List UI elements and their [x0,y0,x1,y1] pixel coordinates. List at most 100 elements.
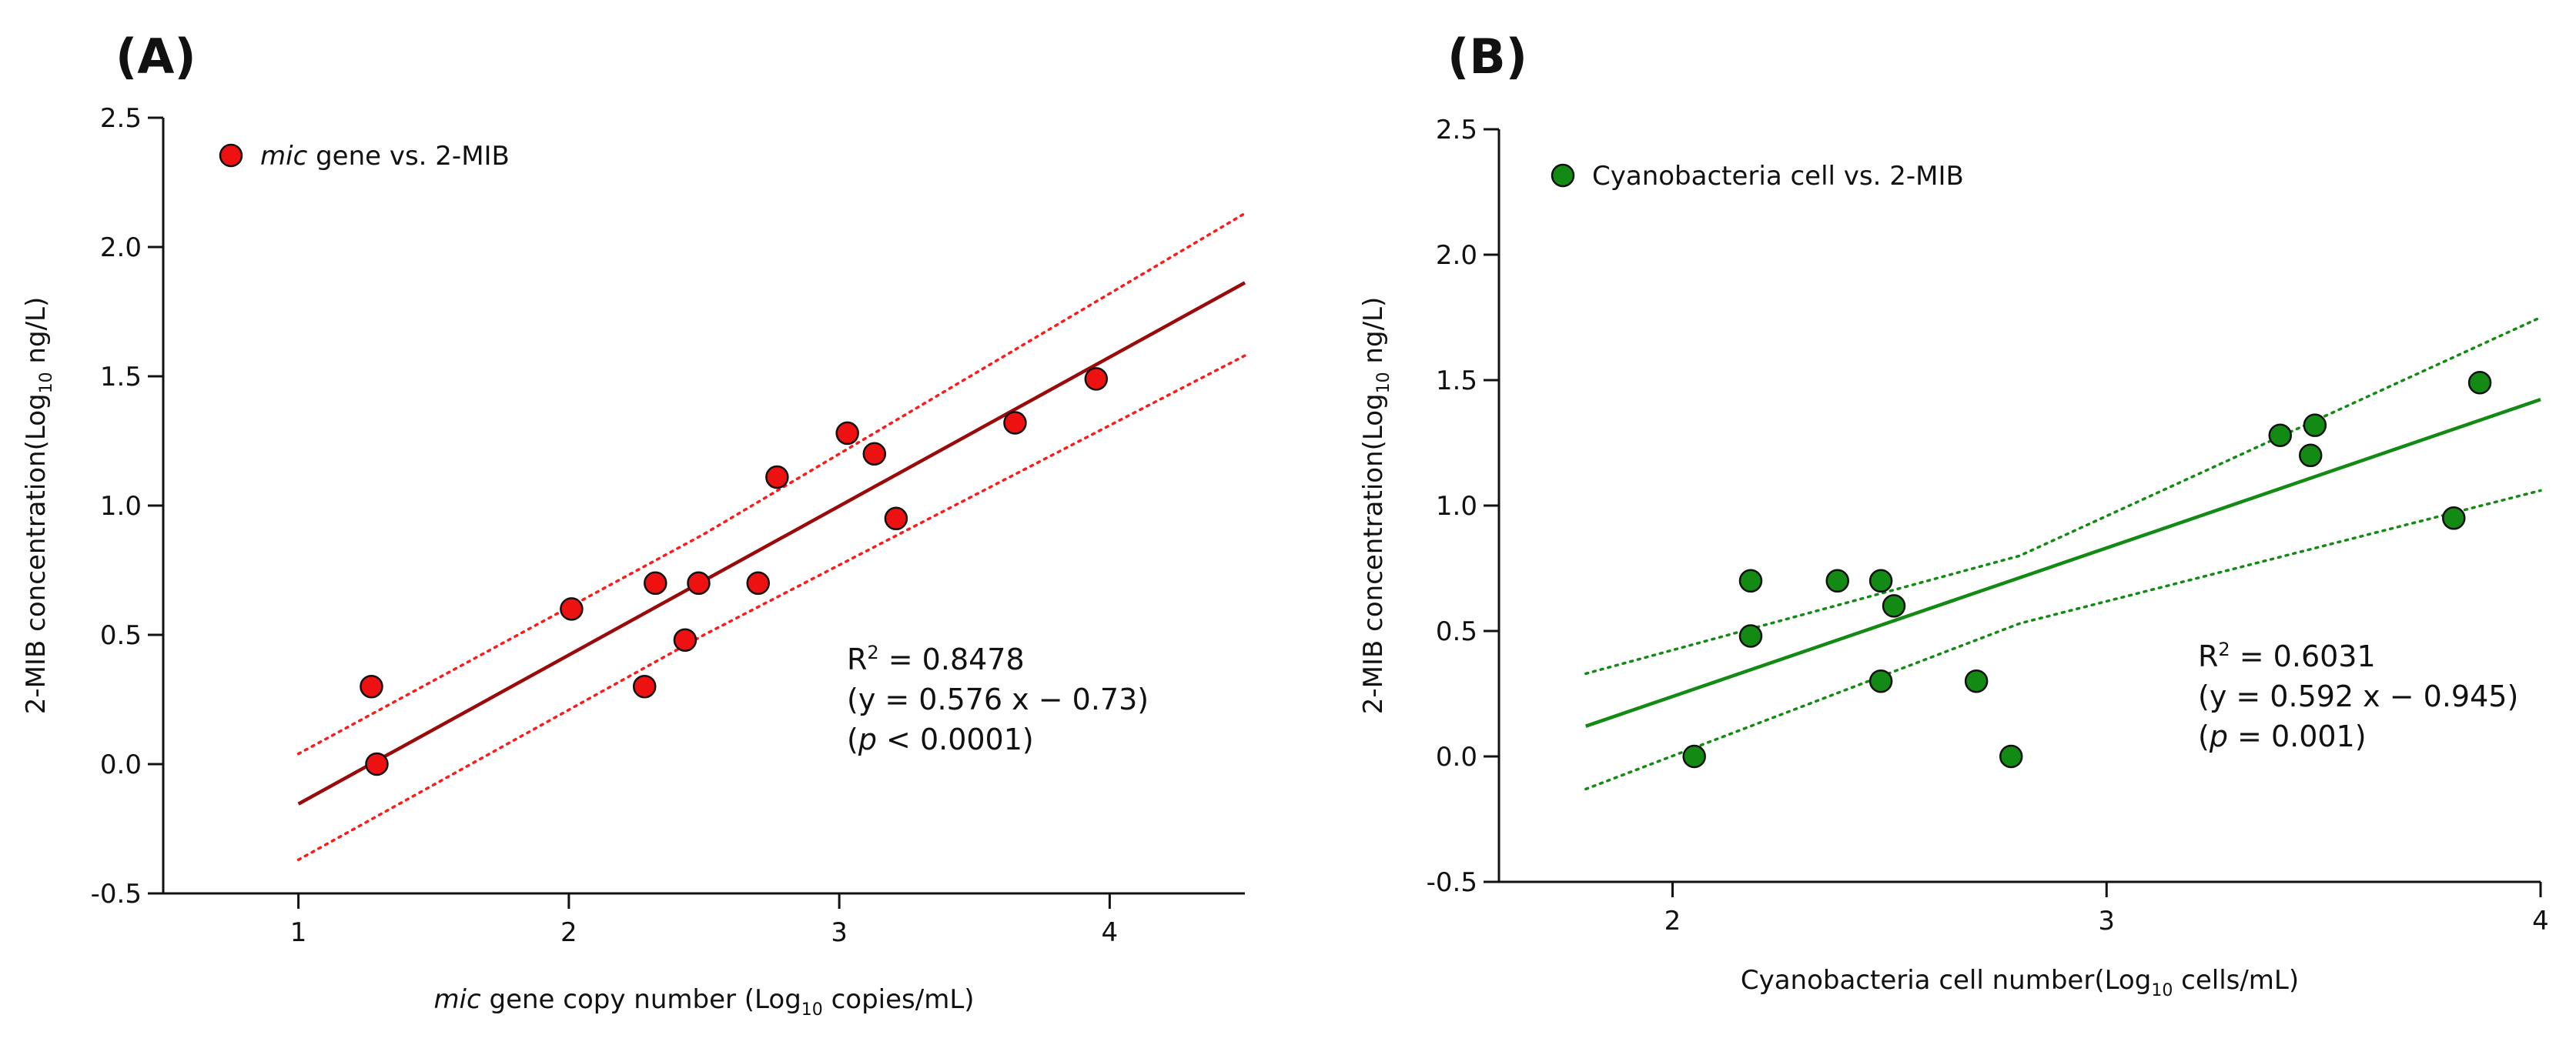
data-point [2442,506,2466,530]
panel-a: (A) -0.5 0.0 0.5 1.0 1.5 2.0 2.5 1 2 3 4 mic gene vs… [21,28,1246,1020]
legend-text: Cyanobacteria cell vs. 2-MIB [1592,161,1964,192]
x-axis-label-text: Cyanobacteria cell number(Log [1741,965,2151,996]
x-axis-label-italic: mic [433,984,481,1015]
y-tick-label: 0.5 [1436,616,1477,647]
data-point [560,597,584,621]
panel-b: (B) -0.5 0.0 0.5 1.0 1.5 2.0 2.5 2 3 4 Cyanobacteri… [1358,28,2549,1000]
data-point [2298,443,2323,468]
x-tick-label: 2 [560,917,577,948]
x-tick-label: 1 [290,917,307,948]
data-point [2303,413,2327,437]
r-squared-label: R [847,643,867,676]
regression-line [1585,397,2541,728]
p-value-open: ( [847,723,858,756]
r-squared-value: = 0.8478 [879,643,1025,676]
confidence-band-upper [1584,316,2542,676]
data-point [1882,594,1906,618]
legend-label: Cyanobacteria cell vs. 2-MIB [1592,161,1964,192]
equation-text: (y = 0.592 x − 0.945) [2198,679,2518,713]
x-axis-label-after: copies/mL) [823,984,975,1015]
y-tick-label: 1.5 [100,362,142,392]
r-squared-sup: 2 [867,642,878,663]
data-point [365,752,389,776]
data-point [1868,569,1893,593]
data-point [1999,744,2023,769]
y-axis-label-sub: 10 [37,372,56,393]
data-point [835,421,859,446]
p-value-symbol: p [858,723,877,756]
r-squared-sup: 2 [2218,639,2230,660]
y-tick-label: 1.5 [1436,366,1477,396]
x-axis-label-sub: 10 [2151,981,2173,1000]
p-value-rest: < 0.0001) [877,723,1034,756]
x-tick-label: 3 [2098,906,2115,936]
data-point [644,571,667,596]
data-point [632,674,657,699]
y-tick-label: 1.0 [1436,491,1477,522]
y-tick-label: 0.5 [100,620,142,651]
legend-text: gene vs. 2-MIB [307,141,510,172]
data-point [1868,669,1893,693]
y-axis-label-text: 2-MIB concentration(Log [1358,393,1389,714]
data-point [1738,569,1763,593]
data-point [687,571,711,596]
x-axis-label: Cyanobacteria cell number(Log10 cells/mL… [1741,965,2299,1000]
confidence-band-lower [296,354,1246,862]
y-tick-label: 2.0 [100,232,142,263]
y-axis-label-sub: 10 [1374,372,1393,393]
data-point [765,465,789,489]
x-axis-label-sub: 10 [801,1000,823,1020]
y-axis-label-after: ng/L) [1358,297,1389,372]
data-point [1084,367,1109,391]
y-axis-label-after: ng/L) [21,297,52,372]
confidence-band-lower [1584,489,2542,791]
r-squared-value: = 0.6031 [2230,639,2376,673]
panel-a-label: (A) [115,28,196,85]
x-axis-label: mic gene copy number (Log10 copies/mL) [433,984,974,1020]
y-tick-label: 1.0 [100,491,142,522]
legend-italic: mic [260,141,308,172]
r-squared-text: R2 = 0.6031 [2198,639,2376,673]
x-axis-label-text: gene copy number (Log [481,984,801,1015]
r-squared-text: R2 = 0.8478 [847,642,1025,676]
data-point [746,571,770,596]
x-tick-label: 2 [1664,906,1681,936]
confidence-band-upper [296,212,1246,756]
regression-line [297,281,1246,806]
y-axis-label: 2-MIB concentration(Log10 ng/L) [1358,297,1393,714]
data-point [1825,569,1849,593]
data-point [1003,411,1027,435]
y-tick-label: 0.0 [100,750,142,780]
x-tick-label: 3 [831,917,848,948]
legend-marker [219,143,243,168]
x-tick-label: 4 [1102,917,1119,948]
p-value-open: ( [2198,719,2210,753]
equation-text: (y = 0.576 x − 0.73) [847,683,1149,716]
p-value-text: (p = 0.001) [2198,719,2367,753]
data-point [1738,624,1763,648]
r-squared-label: R [2198,639,2218,673]
panel-b-label: (B) [1447,28,1527,85]
y-tick-label: 0.0 [1436,742,1477,773]
legend-label: mic gene vs. 2-MIB [260,141,510,172]
y-tick-label: -0.5 [91,879,142,910]
y-tick-label: 2.5 [100,103,142,134]
x-axis-label-after: cells/mL) [2173,965,2299,996]
y-tick-label: -0.5 [1427,867,1477,898]
data-point [884,506,908,531]
x-tick-label: 4 [2532,906,2549,936]
data-point [360,674,383,699]
data-point [2467,371,2492,395]
data-point [2268,423,2292,447]
y-axis-label-text: 2-MIB concentration(Log [21,393,52,714]
data-point [673,628,698,652]
p-value-symbol: p [2209,719,2228,753]
data-point [1964,669,1989,693]
y-axis-label: 2-MIB concentration(Log10 ng/L) [21,297,56,714]
p-value-text: (p < 0.0001) [847,723,1034,756]
data-point [862,442,887,466]
p-value-rest: = 0.001) [2228,719,2367,753]
y-tick-label: 2.0 [1436,240,1477,271]
data-point [1682,744,1706,769]
